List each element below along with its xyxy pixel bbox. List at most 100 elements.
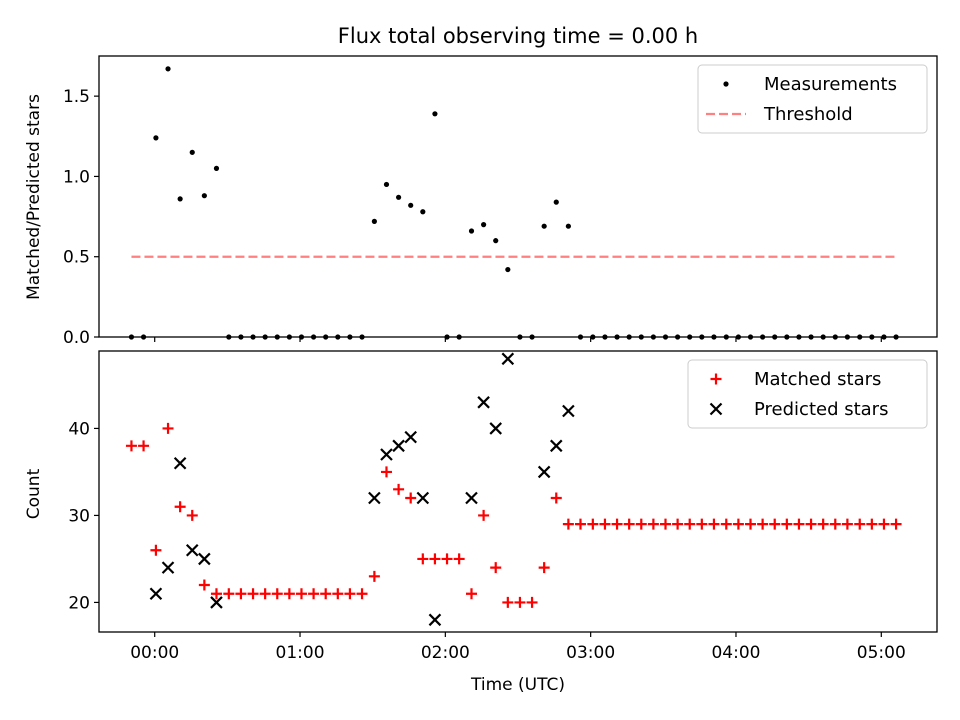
measurement-point [420, 209, 426, 215]
predicted-star-point [416, 491, 430, 505]
y-tick-label: 1.0 [63, 167, 90, 187]
matched-star-point [732, 518, 744, 530]
x-axis-label: Time (UTC) [470, 675, 565, 695]
matched-star-point [672, 518, 684, 530]
y-tick-label: 0.5 [63, 248, 90, 268]
series-predicted-stars [149, 352, 575, 627]
measurement-point [505, 266, 511, 273]
matched-star-point [793, 518, 805, 530]
matched-star-point [295, 588, 307, 600]
matched-star-point [368, 570, 380, 582]
matched-star-point [247, 588, 259, 600]
legend-label: Threshold [763, 104, 853, 125]
predicted-star-point [562, 404, 575, 418]
matched-star-point [162, 422, 174, 434]
matched-star-point [769, 518, 781, 530]
matched-star-point [696, 518, 708, 530]
matched-star-point [574, 518, 586, 530]
measurement-point [553, 199, 559, 205]
matched-star-point [720, 518, 732, 530]
measurement-point [541, 223, 547, 229]
predicted-star-point [368, 491, 381, 505]
matched-star-point [781, 518, 793, 530]
predicted-star-point [501, 352, 515, 366]
matched-star-point [611, 518, 623, 530]
y-tick-label: 40 [68, 419, 90, 439]
matched-star-point [684, 518, 696, 530]
matched-star-point [502, 596, 514, 608]
matched-star-point [210, 588, 222, 600]
matched-star-point [259, 588, 271, 600]
measurement-point [177, 196, 183, 202]
measurement-point [201, 193, 207, 199]
measurement-point [395, 194, 402, 200]
matched-star-point [320, 588, 332, 600]
ratio-panel: 0.0 0.5 1.0 1.5 Measurements Threshold [63, 55, 938, 348]
predicted-star-point [404, 430, 417, 444]
legend-swatch [723, 81, 729, 87]
y-tick-label: 1.5 [63, 87, 90, 107]
matched-star-point [599, 518, 611, 530]
matched-star-point [757, 518, 769, 530]
predicted-star-point [210, 596, 223, 609]
measurement-point [565, 223, 571, 229]
matched-star-point [453, 553, 465, 565]
matched-star-point [150, 544, 162, 556]
measurement-point [468, 228, 475, 234]
predicted-star-point [198, 552, 211, 566]
legend-label: Measurements [764, 74, 897, 95]
matched-star-point [235, 588, 247, 600]
matched-star-point [745, 518, 757, 530]
matched-star-point [890, 518, 902, 530]
matched-star-point [344, 588, 356, 600]
matched-star-point [526, 596, 538, 608]
predicted-star-point [477, 396, 490, 409]
measurement-point [493, 238, 499, 244]
matched-star-point [478, 509, 490, 521]
predicted-star-point [173, 456, 187, 470]
predicted-star-point [161, 561, 175, 574]
matched-star-point [429, 553, 441, 565]
y-tick-label: 20 [68, 593, 90, 613]
predicted-star-point [549, 439, 563, 453]
matched-star-point [465, 588, 477, 600]
matched-star-point [186, 509, 198, 521]
matched-star-point [623, 518, 635, 530]
y-tick-label: 0.0 [63, 328, 90, 348]
measurement-point [383, 181, 390, 188]
legend: Measurements Threshold [697, 64, 928, 134]
matched-star-point [829, 518, 841, 530]
matched-star-point [550, 492, 562, 504]
matched-star-point [817, 518, 829, 530]
matched-star-point [841, 518, 853, 530]
matched-star-point [854, 518, 866, 530]
top-y-axis-label: Matched/Predicted stars [24, 94, 44, 300]
measurement-point [432, 111, 438, 117]
x-tick-label: 02:00 [421, 643, 470, 663]
matched-star-point [405, 492, 417, 504]
x-tick-label: 05:00 [857, 643, 906, 663]
matched-star-point [708, 518, 720, 530]
measurement-point [213, 165, 220, 171]
legend-label: Matched stars [754, 369, 881, 390]
predicted-star-point [392, 439, 405, 453]
predicted-star-point [380, 448, 393, 461]
matched-star-point [878, 518, 890, 530]
measurement-point [189, 149, 195, 155]
matched-star-point [393, 483, 405, 495]
legend-swatch [709, 402, 723, 416]
predicted-star-point [465, 491, 478, 505]
matched-star-point [125, 440, 137, 452]
matched-star-point [174, 501, 186, 513]
matched-star-point [271, 588, 283, 600]
matched-star-point [659, 518, 671, 530]
legend-swatch [710, 373, 722, 385]
matched-star-point [441, 553, 453, 565]
matched-star-point [635, 518, 647, 530]
matched-star-point [490, 562, 502, 574]
plot-frame [98, 55, 938, 338]
predicted-star-point [537, 465, 551, 479]
y-tick-label: 30 [68, 506, 90, 526]
measurement-point [371, 218, 377, 224]
